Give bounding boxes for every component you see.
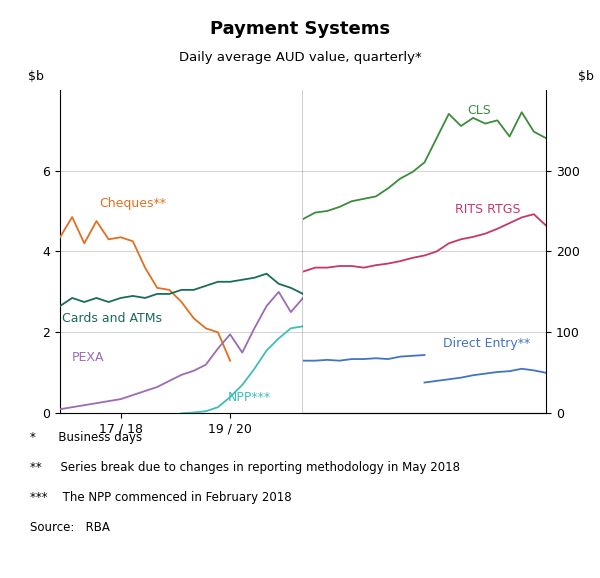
Text: Direct Entry**: Direct Entry** bbox=[443, 337, 530, 350]
Text: Cheques**: Cheques** bbox=[99, 197, 166, 210]
Text: Cards and ATMs: Cards and ATMs bbox=[62, 312, 163, 325]
Text: $b: $b bbox=[28, 70, 44, 83]
Text: CLS: CLS bbox=[467, 104, 491, 117]
Text: **     Series break due to changes in reporting methodology in May 2018: ** Series break due to changes in report… bbox=[30, 461, 460, 473]
Text: RITS RTGS: RITS RTGS bbox=[455, 202, 520, 216]
Text: Source:   RBA: Source: RBA bbox=[30, 521, 110, 533]
Text: $b: $b bbox=[578, 70, 593, 83]
Text: ***    The NPP commenced in February 2018: *** The NPP commenced in February 2018 bbox=[30, 491, 292, 503]
Text: *      Business days: * Business days bbox=[30, 431, 142, 443]
Text: Payment Systems: Payment Systems bbox=[210, 20, 390, 38]
Text: NPP***: NPP*** bbox=[227, 391, 271, 404]
Text: Daily average AUD value, quarterly*: Daily average AUD value, quarterly* bbox=[179, 51, 421, 64]
Text: PEXA: PEXA bbox=[72, 351, 104, 364]
